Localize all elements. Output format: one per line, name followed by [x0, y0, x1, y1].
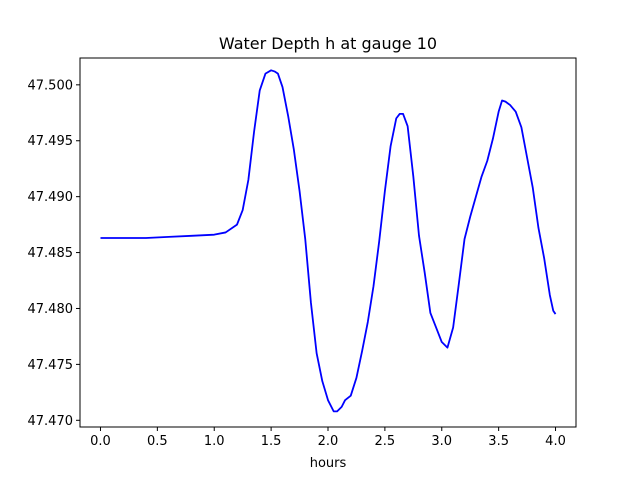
x-tick-label: 2.5: [375, 434, 396, 449]
x-tick-label: 3.5: [488, 434, 509, 449]
x-tick-label: 0.0: [90, 434, 111, 449]
y-tick-label: 47.470: [28, 414, 74, 429]
x-axis-label: hours: [310, 456, 347, 471]
y-tick-label: 47.480: [28, 302, 74, 317]
plot-area: 0.0 0.5 1.0 1.5 2.0 2.5 3.0 3.5 4.0 47.470 47.475 4…: [28, 57, 577, 449]
y-tick-label: 47.495: [28, 134, 74, 149]
y-tick-label: 47.500: [28, 78, 74, 93]
chart-title: Water Depth h at gauge 10: [219, 34, 437, 53]
x-tick-label: 4.0: [545, 434, 566, 449]
x-tick-label: 3.0: [431, 434, 452, 449]
x-tick-label: 2.0: [318, 434, 339, 449]
x-tick-label: 1.5: [261, 434, 282, 449]
x-tick-label: 0.5: [147, 434, 168, 449]
y-tick-label: 47.485: [28, 246, 74, 261]
y-tick-label: 47.475: [28, 358, 74, 373]
x-tick-label: 1.0: [204, 434, 225, 449]
y-tick-label: 47.490: [28, 190, 74, 205]
series-line-0: [100, 69, 557, 413]
